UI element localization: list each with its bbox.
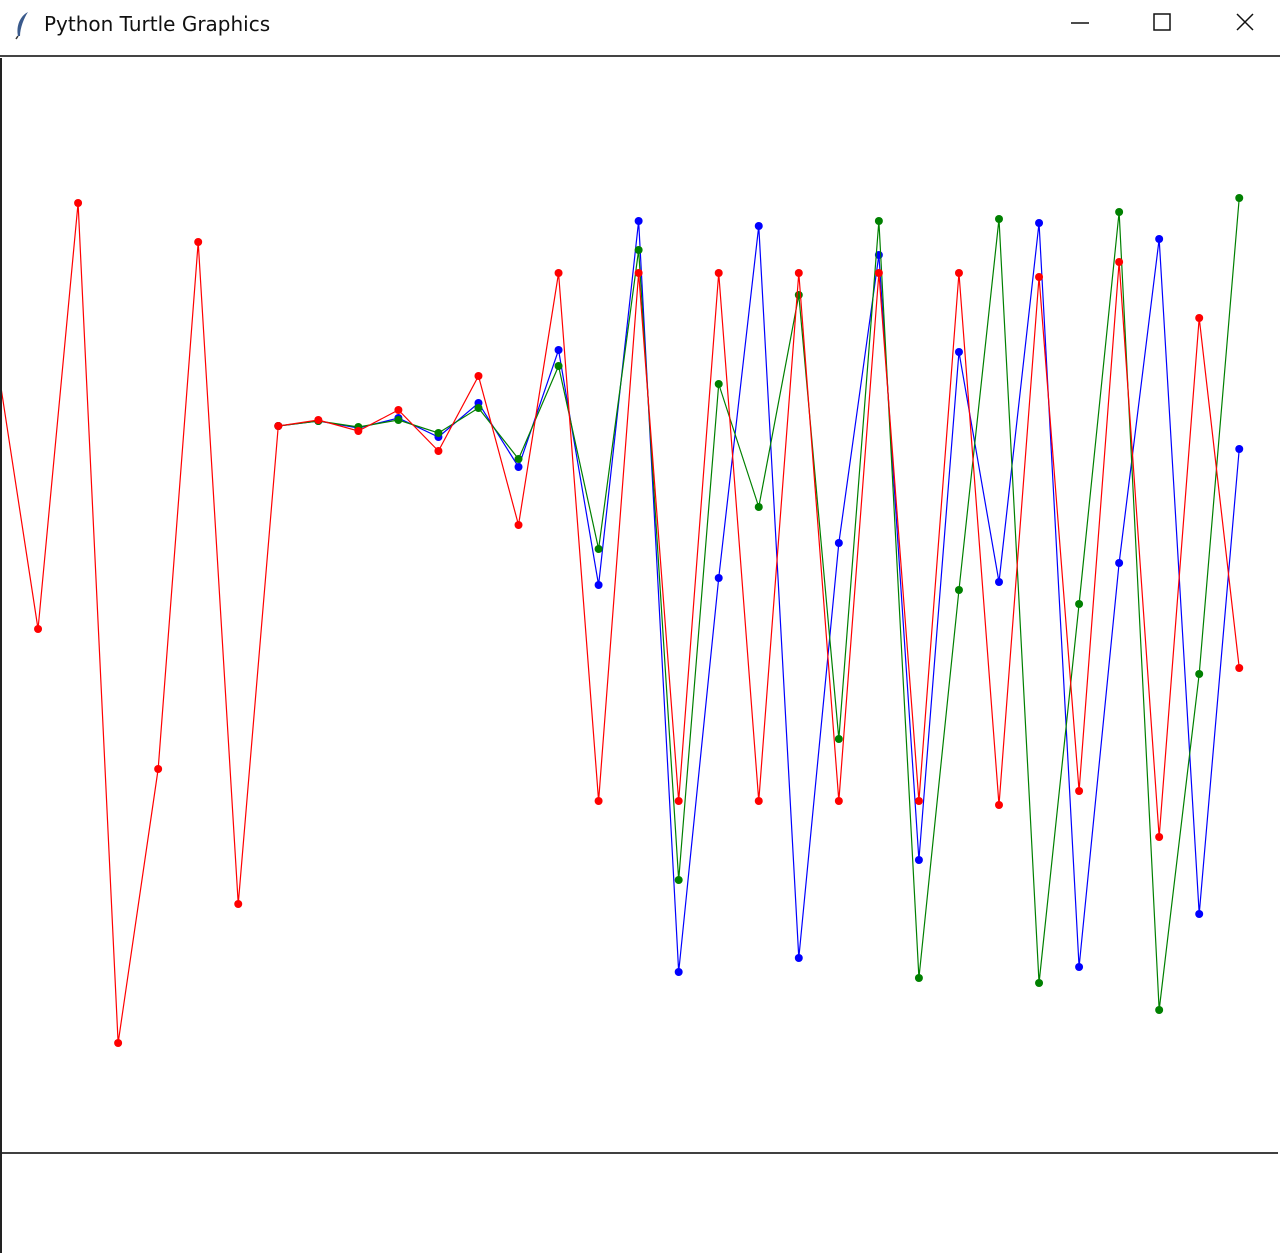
data-point (434, 429, 443, 437)
data-point (554, 346, 563, 354)
data-point (114, 1039, 123, 1047)
data-point (1115, 559, 1124, 567)
data-point (314, 416, 323, 424)
line-plot (2, 194, 1278, 1154)
data-point (634, 246, 643, 254)
data-point (754, 797, 763, 805)
data-point (714, 269, 723, 277)
data-point (514, 463, 523, 471)
data-point (234, 900, 243, 908)
data-point (914, 974, 923, 982)
data-point (1035, 219, 1044, 227)
data-point (794, 954, 803, 962)
data-point (1075, 600, 1084, 608)
data-point (954, 586, 963, 594)
data-point (634, 269, 643, 277)
minimize-button[interactable] (1060, 8, 1100, 40)
data-point (474, 372, 483, 380)
data-point (594, 545, 603, 553)
data-point (514, 455, 523, 463)
feather-icon (15, 12, 28, 40)
data-point (754, 503, 763, 511)
data-point (995, 215, 1003, 223)
data-point (394, 406, 403, 414)
series-line-2 (2, 202, 1240, 1044)
data-point (1195, 670, 1204, 678)
data-point (154, 765, 163, 773)
data-point (954, 269, 963, 277)
maximize-icon (1153, 13, 1171, 31)
data-point (34, 625, 43, 633)
data-point (954, 348, 963, 356)
data-point (714, 380, 723, 388)
data-point (1195, 910, 1204, 918)
data-point (394, 416, 403, 424)
data-point (1075, 963, 1084, 971)
data-point (274, 422, 283, 430)
data-point (794, 269, 803, 277)
data-point (634, 217, 643, 225)
data-point (1235, 445, 1244, 453)
data-point (874, 217, 883, 225)
maximize-button[interactable] (1142, 8, 1182, 40)
turtle-canvas[interactable] (0, 58, 1280, 1253)
data-point (914, 797, 923, 805)
data-point (794, 291, 803, 299)
data-point (995, 578, 1003, 586)
data-point (995, 801, 1003, 809)
data-point (834, 539, 843, 547)
data-point (754, 222, 763, 230)
data-point (74, 199, 83, 207)
data-point (434, 447, 443, 455)
title-bar: Python Turtle Graphics (0, 0, 1280, 57)
data-point (874, 269, 883, 277)
data-point (594, 797, 603, 805)
series-line-1 (278, 197, 1240, 1011)
data-point (1155, 1006, 1164, 1014)
data-point (1075, 787, 1084, 795)
minimize-icon (1071, 22, 1089, 24)
data-point (1155, 235, 1164, 243)
data-point (194, 238, 203, 246)
data-point (674, 968, 683, 976)
data-point (554, 269, 563, 277)
data-point (1235, 664, 1244, 672)
data-point (1235, 194, 1244, 202)
data-point (1195, 314, 1204, 322)
data-point (834, 797, 843, 805)
data-point (674, 876, 683, 884)
data-point (834, 735, 843, 743)
data-point (1115, 258, 1124, 266)
series-line-0 (278, 220, 1240, 973)
close-icon (1236, 13, 1254, 31)
data-point (594, 581, 603, 589)
data-point (1035, 273, 1044, 281)
data-point (514, 521, 523, 529)
window-title: Python Turtle Graphics (44, 12, 271, 36)
data-point (554, 362, 563, 370)
data-point (354, 427, 363, 435)
data-point (914, 856, 923, 864)
data-point (1115, 208, 1124, 216)
data-point (1035, 979, 1044, 987)
data-point (714, 574, 723, 582)
close-button[interactable] (1225, 8, 1265, 40)
data-point (674, 797, 683, 805)
data-point (474, 404, 483, 412)
data-point (1155, 833, 1164, 841)
